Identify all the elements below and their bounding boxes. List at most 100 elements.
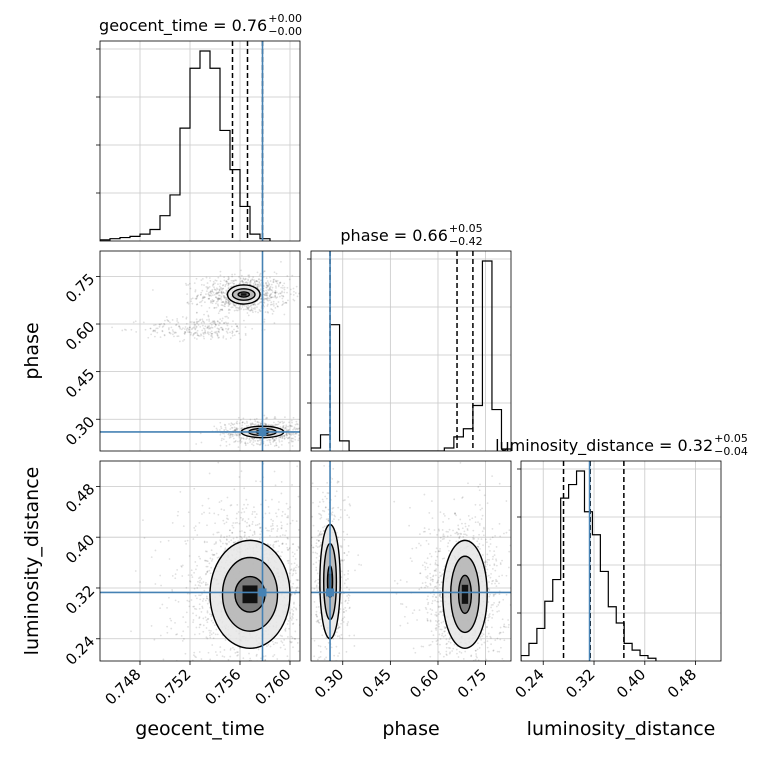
sample-point <box>195 298 198 300</box>
sample-point <box>251 422 254 424</box>
sample-point <box>193 487 196 490</box>
sample-point <box>498 482 501 485</box>
sample-point <box>304 640 306 642</box>
sample-point <box>225 440 228 443</box>
sample-point <box>357 583 359 585</box>
sample-point <box>233 302 235 305</box>
sample-point <box>111 326 113 329</box>
sample-point <box>199 335 201 337</box>
sample-point <box>210 619 213 622</box>
sample-point <box>309 574 311 576</box>
sample-point <box>274 484 277 487</box>
sample-point <box>177 321 180 324</box>
sample-point <box>270 289 273 291</box>
sample-point <box>294 423 297 426</box>
sample-point <box>254 283 257 286</box>
sample-point <box>218 291 220 294</box>
sample-point <box>123 328 126 331</box>
sample-point <box>435 581 438 584</box>
sample-point <box>219 646 222 648</box>
sample-point <box>220 508 223 511</box>
sample-point <box>234 652 237 654</box>
sample-point <box>425 576 428 578</box>
sample-point <box>396 582 399 585</box>
sample-point <box>439 593 442 596</box>
sample-point <box>427 603 429 606</box>
sample-point <box>428 512 431 514</box>
sample-point <box>162 658 165 661</box>
sample-point <box>508 529 511 531</box>
sample-point <box>200 441 203 444</box>
sample-point <box>495 605 498 608</box>
sample-point <box>432 574 435 577</box>
sample-point <box>481 507 484 510</box>
sample-point <box>267 282 270 284</box>
sample-point <box>499 535 502 538</box>
sample-point <box>257 648 260 651</box>
sample-point <box>195 608 198 610</box>
sample-point <box>247 278 250 281</box>
sample-point <box>323 464 326 467</box>
sample-point <box>229 647 232 650</box>
sample-point <box>184 621 187 624</box>
sample-point <box>181 316 184 318</box>
sample-point <box>284 534 286 537</box>
sample-point <box>264 659 267 661</box>
sample-point <box>206 597 209 600</box>
sample-point <box>244 334 247 337</box>
sample-point <box>276 658 279 660</box>
sample-point <box>237 416 240 419</box>
sample-point <box>290 563 293 565</box>
sample-point <box>496 650 499 653</box>
sample-point <box>209 331 212 334</box>
sample-point <box>316 619 319 622</box>
sample-point <box>315 542 318 545</box>
sample-point <box>471 517 474 520</box>
sample-point <box>324 495 327 498</box>
sample-point <box>224 639 227 641</box>
sample-point <box>242 278 245 281</box>
sample-point <box>286 546 289 549</box>
sample-point <box>442 535 445 537</box>
sample-point <box>231 532 234 534</box>
sample-point <box>225 538 228 541</box>
sample-point <box>216 673 218 675</box>
sample-point <box>318 555 321 558</box>
sample-point <box>317 578 320 581</box>
sample-point <box>228 432 230 435</box>
sample-point <box>421 564 424 567</box>
sample-point <box>405 580 408 583</box>
sample-point <box>440 621 443 624</box>
sample-point <box>166 631 169 634</box>
sample-point <box>442 655 445 658</box>
sample-point <box>197 323 200 326</box>
sample-point <box>197 580 199 583</box>
sample-point <box>267 643 270 646</box>
sample-point <box>291 623 294 625</box>
sample-point <box>217 292 219 295</box>
sample-point <box>248 524 251 527</box>
sample-point <box>317 702 319 704</box>
sample-point <box>484 565 487 568</box>
sample-point <box>291 274 294 277</box>
sample-point <box>244 326 247 329</box>
sample-point <box>170 619 173 622</box>
sample-point <box>269 534 271 537</box>
sample-point <box>438 623 441 625</box>
sample-point <box>221 437 223 440</box>
sample-point <box>252 282 255 285</box>
sample-point <box>171 329 174 331</box>
sample-point <box>228 277 230 279</box>
sample-point <box>195 311 198 314</box>
sample-point <box>304 507 306 509</box>
sample-point <box>222 301 224 303</box>
sample-point <box>257 439 260 442</box>
sample-point <box>224 542 227 545</box>
sample-point <box>325 667 327 669</box>
sample-point <box>291 551 294 554</box>
sample-point <box>206 663 208 665</box>
sample-point <box>234 305 237 307</box>
sample-point <box>303 578 305 580</box>
sample-point <box>491 609 494 612</box>
sample-point <box>253 530 256 533</box>
